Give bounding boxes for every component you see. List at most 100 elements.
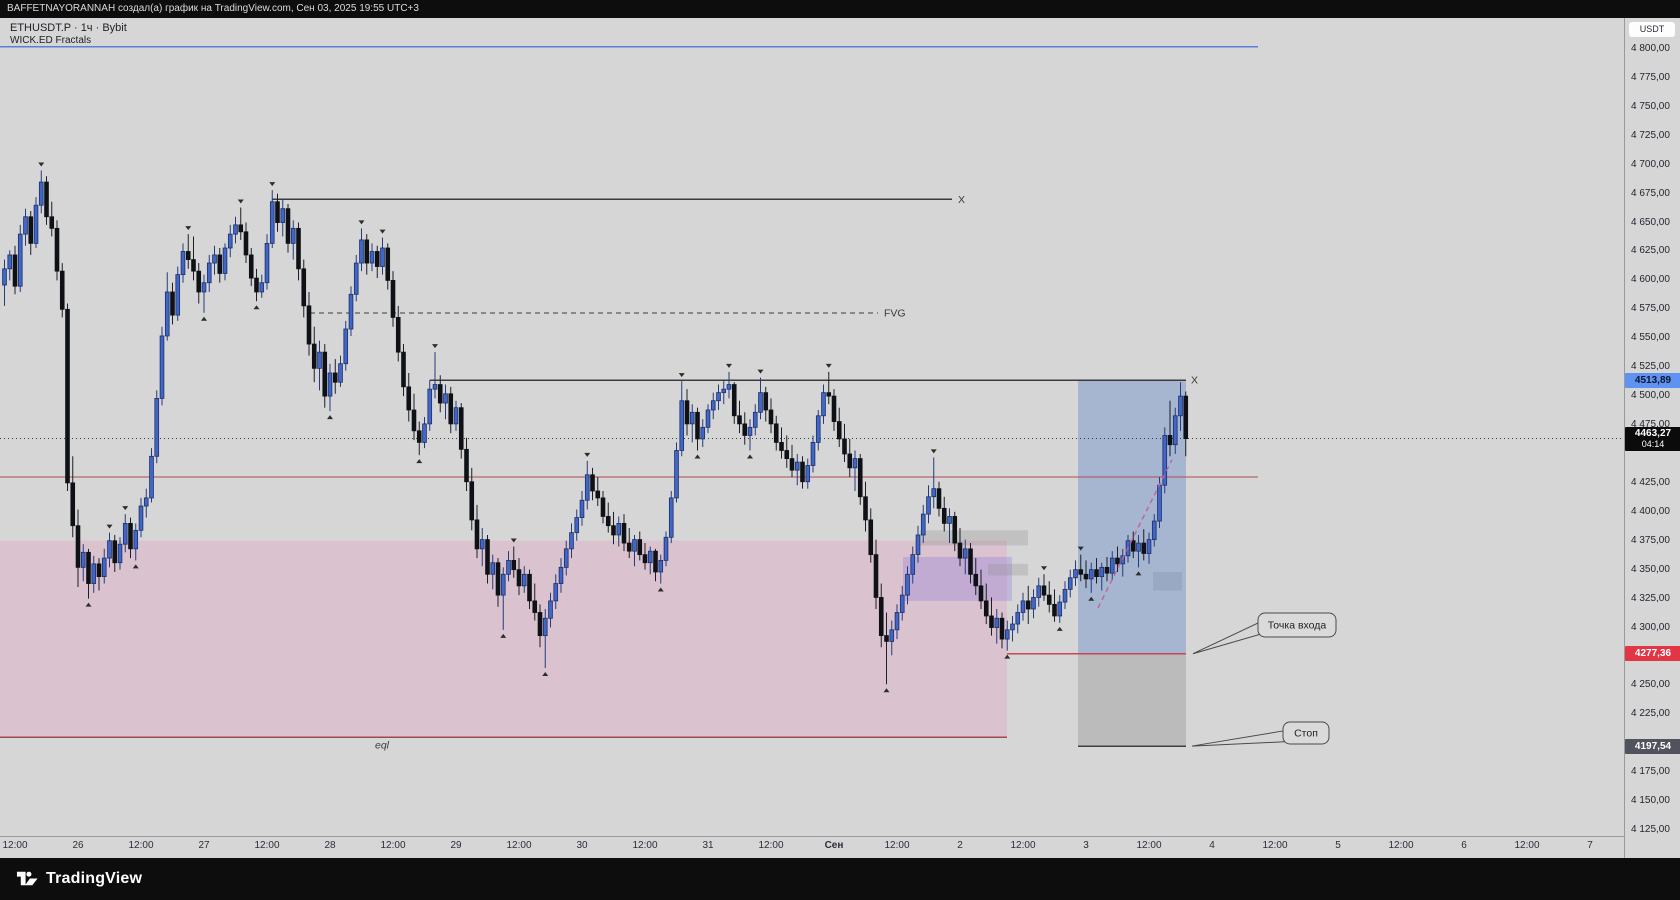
candle-down (1041, 585, 1047, 596)
candle-down (285, 208, 291, 244)
share-header-text: BAFFETNAYORANNAH создал(а) график на Tra… (7, 3, 419, 14)
chart-legend[interactable]: ETHUSDT.P · 1ч · Bybit WICK.ED Fractals (10, 22, 127, 47)
candle-up (1015, 612, 1021, 625)
time-tick: 5 (1335, 840, 1341, 851)
price-tick: 4 775,00 (1631, 71, 1670, 83)
time-tick: 12:00 (506, 840, 532, 851)
candle-up (1162, 435, 1168, 486)
price-tick: 4 525,00 (1631, 361, 1670, 373)
time-axis[interactable]: 12:00 26 12:00 27 12:00 28 12:00 29 12:00 30 12:00… (0, 836, 1624, 859)
candle-up (700, 426, 706, 440)
tradingview-brand[interactable]: TradingView (16, 867, 142, 890)
candle-up (542, 617, 548, 637)
candle-down (296, 227, 301, 270)
candle-down (191, 259, 196, 272)
candle-down (884, 635, 889, 642)
price-tick: 4 650,00 (1631, 216, 1670, 228)
candle-down (742, 423, 748, 436)
candle-up (422, 423, 427, 443)
candle-down (1167, 435, 1173, 446)
candle-down (411, 409, 417, 432)
fractal-high-icon (358, 220, 365, 225)
candle-down (65, 308, 70, 484)
candle-up (674, 450, 679, 499)
candle-up (159, 335, 165, 399)
candle-up (175, 274, 181, 316)
candle-down (626, 542, 632, 552)
candle-up (380, 247, 385, 267)
time-tick: 26 (72, 840, 84, 851)
candle-down (128, 522, 133, 550)
candle-down (800, 461, 805, 483)
candle-up (369, 251, 375, 264)
purple-box (903, 556, 1012, 601)
candle-up (752, 411, 758, 428)
candle-down (983, 600, 989, 617)
price-axis[interactable]: USDT 4 800,00 4 775,00 4 750,00 4 725,00 4 7… (1624, 18, 1680, 858)
candle-down (1141, 542, 1147, 554)
eql-line-label: eql (375, 739, 390, 751)
candle-down (600, 497, 606, 517)
zones-layer (0, 380, 1186, 747)
indicator-title[interactable]: WICK.ED Fractals (10, 35, 92, 46)
gray-fvg-box-2 (988, 563, 1028, 576)
candle-down (406, 386, 412, 411)
candle-up (117, 543, 123, 564)
candle-down (301, 268, 307, 307)
candle-up (721, 388, 727, 394)
candle-down (374, 251, 380, 267)
symbol-title[interactable]: ETHUSDT.P · 1ч · Bybit (10, 22, 127, 34)
time-tick: 12:00 (884, 840, 910, 851)
candle-up (1109, 557, 1115, 574)
candle-down (605, 516, 611, 527)
fractal-low-icon (132, 564, 139, 569)
fractal-high-icon (757, 369, 764, 374)
candle-up (1099, 566, 1105, 578)
candle-up (264, 242, 270, 284)
fractal-low-icon (1056, 626, 1063, 631)
candle-up (206, 262, 212, 284)
candle-down (731, 384, 737, 417)
candle-up (1178, 395, 1183, 417)
candles-layer (2, 170, 1189, 685)
candle-down (695, 411, 700, 440)
candle-up (327, 372, 333, 397)
time-tick: 6 (1461, 840, 1467, 851)
candle-up (1157, 484, 1162, 522)
price-tick: 4 150,00 (1631, 795, 1670, 807)
candle-up (994, 617, 1000, 628)
candle-up (506, 560, 511, 575)
fractal-low-icon (883, 688, 890, 693)
candle-up (1057, 601, 1063, 617)
price-tick: 4 800,00 (1631, 43, 1670, 54)
candle-down (973, 573, 979, 587)
candle-up (905, 573, 910, 596)
candle-down (448, 393, 454, 425)
time-tick: Сен (824, 840, 844, 851)
candle-down (773, 423, 779, 443)
stop-callout[interactable] (1282, 721, 1330, 745)
candle-up (17, 233, 23, 287)
candle-up (1073, 569, 1078, 579)
currency-toggle-button[interactable]: USDT (1629, 22, 1675, 37)
candle-down (332, 372, 338, 383)
price-tick: 4 125,00 (1631, 824, 1670, 835)
candle-up (889, 629, 895, 642)
candle-down (1078, 569, 1084, 575)
candle-up (154, 398, 160, 457)
candle-up (259, 282, 265, 293)
fractal-low-icon (542, 672, 549, 677)
annotations-layer: Точка входа Стоп (1097, 459, 1337, 747)
fractal-low-icon (657, 587, 664, 592)
time-tick: 12:00 (632, 840, 658, 851)
candle-up (1020, 600, 1026, 613)
candle-up (222, 247, 228, 274)
price-tick: 4 425,00 (1631, 476, 1670, 488)
candle-down (957, 542, 963, 559)
fractal-high-icon (379, 229, 386, 234)
entry-callout[interactable] (1257, 612, 1337, 638)
candle-down (878, 597, 884, 637)
candle-up (758, 392, 763, 413)
